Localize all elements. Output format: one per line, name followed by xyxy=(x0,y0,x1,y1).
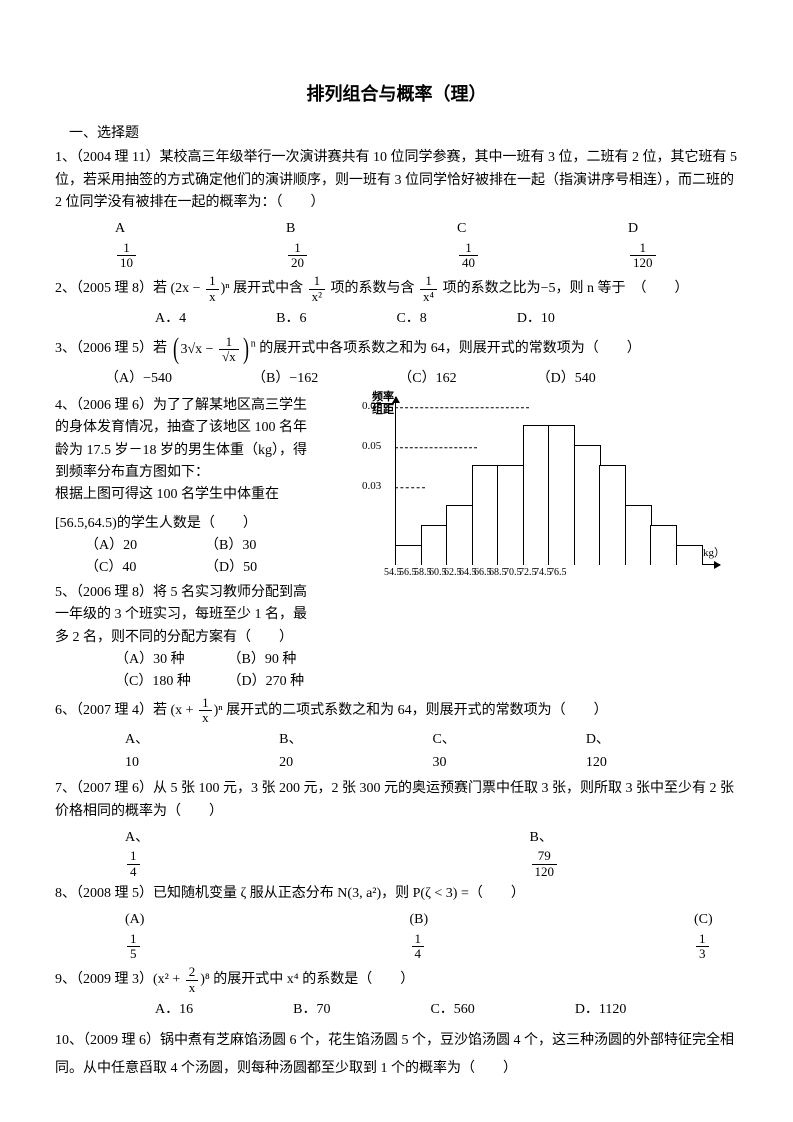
q5-opt-c: （C）180 种 xyxy=(115,671,228,693)
q7-options: A、14 B、79120 C、34 D、2324 xyxy=(55,827,738,879)
q3-opt-d: （D）540 xyxy=(537,368,596,390)
chart-bar xyxy=(395,545,422,565)
q6-pre: 6、（2007 理 4）若 (x + xyxy=(55,703,197,718)
q4-opt-c: （C）40 xyxy=(85,557,205,579)
chart-bar xyxy=(548,425,575,565)
chart-ytick: 0.03 xyxy=(362,478,381,496)
chart-ytick: 0.05 xyxy=(362,438,381,456)
q4-opt-d: （D）50 xyxy=(205,557,325,579)
q5-l2: 一年级的 3 个班实习，每班至少 1 名，最 xyxy=(55,604,340,626)
question-1: 1、（2004 理 11）某校高三年级举行一次演讲赛共有 10 位同学参赛，其中… xyxy=(55,147,738,270)
q3-opt-c: （C）162 xyxy=(398,368,456,390)
q7-text: 7、（2007 理 6）从 5 张 100 元，3 张 200 元，2 张 30… xyxy=(55,778,738,823)
question-6: 6、（2007 理 4）若 (x + 1x)ⁿ 展开式的二项式系数之和为 64，… xyxy=(55,696,738,774)
q4-l5: 根据上图可得这 100 名学生中体重在 xyxy=(55,484,340,506)
q3-opt-b: （B）−162 xyxy=(252,368,318,390)
chart-bar xyxy=(446,505,473,565)
chart-bar xyxy=(625,505,652,565)
q8-opt-b: (B) 14 xyxy=(410,909,605,961)
q9-opt-a: A．16 xyxy=(155,999,193,1021)
chart-xtick: 76.5 xyxy=(549,565,576,581)
chart-bar xyxy=(650,525,677,565)
q2-opt-d: D．10 xyxy=(517,308,555,330)
q9-opt-c: C．560 xyxy=(430,999,474,1021)
q4-options: （A）20（B）30 （C）40（D）50 xyxy=(55,535,340,580)
q1-opt-b: B 120 xyxy=(286,218,407,270)
q5-l1: 5、（2006 理 8）将 5 名实习教师分配到高 xyxy=(55,582,340,604)
q1-text: 1、（2004 理 11）某校高三年级举行一次演讲赛共有 10 位同学参赛，其中… xyxy=(55,147,738,214)
q1-opt-c: C 140 xyxy=(457,218,578,270)
q4-opt-b: （B）30 xyxy=(205,535,325,557)
q8-opt-a: (A) 15 xyxy=(125,909,320,961)
q9-post: )⁸ 的展开式中 x⁴ 的系数是（ ） xyxy=(200,972,414,987)
q4-opt-a: （A）20 xyxy=(85,535,205,557)
chart-ytick: 0.07 xyxy=(362,398,381,416)
question-8: 8、（2008 理 5）已知随机变量 ζ 服从正态分布 N(3, a²)，则 P… xyxy=(55,883,738,961)
q8-opt-c: (C) 13 xyxy=(694,909,793,961)
q6-opt-c: C、30 xyxy=(432,729,455,774)
q9-options: A．16 B．70 C．560 D．1120 xyxy=(55,999,738,1021)
question-2: 2、（2005 理 8）若 (2x − 1x)ⁿ 展开式中含 1x² 项的系数与… xyxy=(55,274,738,330)
histogram-chart: 频率 组距 体重（kg） 0.070.050.03 54.556.558.560… xyxy=(350,397,720,587)
q1-opt-d: D 1120 xyxy=(628,218,756,270)
question-3: 3、（2006 理 5）若 (3√x − 1√x)n 的展开式中各项系数之和为 … xyxy=(55,334,738,390)
chart-bar xyxy=(599,465,626,565)
q6-post: )ⁿ 展开式的二项式系数之和为 64，则展开式的常数项为（ ） xyxy=(214,703,608,718)
q9-pre: 9、（2009 理 3）(x² + xyxy=(55,972,184,987)
q9-opt-b: B．70 xyxy=(293,999,330,1021)
q3-pre: 3、（2006 理 5）若 xyxy=(55,342,167,357)
q4-l4: 到频率分布直方图如下： xyxy=(55,462,340,484)
q9-opt-d: D．1120 xyxy=(575,999,627,1021)
q6-opt-d: D、120 xyxy=(586,729,610,774)
q5-opt-d: （D）270 种 xyxy=(228,671,341,693)
q8-text: 8、（2008 理 5）已知随机变量 ζ 服从正态分布 N(3, a²)，则 P… xyxy=(55,883,738,905)
q2-opt-c: C．8 xyxy=(396,308,426,330)
q2-options: A．4 B．6 C．8 D．10 xyxy=(55,308,738,330)
q5-options: （A）30 种（B）90 种 （C）180 种（D）270 种 xyxy=(55,649,340,694)
question-5: 5、（2006 理 8）将 5 名实习教师分配到高 一年级的 3 个班实习，每班… xyxy=(55,582,340,694)
q6-options: A、10 B、20 C、30 D、120 xyxy=(55,729,738,774)
q8-options: (A) 15 (B) 14 (C) 13 (D) 12 xyxy=(55,909,738,961)
q5-opt-a: （A）30 种 xyxy=(115,649,228,671)
q4-range: [56.5,64.5)的学生人数是（ ） xyxy=(55,513,340,535)
q6-opt-b: B、20 xyxy=(279,729,302,774)
q1-opt-a: A 110 xyxy=(115,218,236,270)
q4-l2: 的身体发育情况，抽查了该地区 100 名年 xyxy=(55,417,340,439)
q3-opt-a: （A）−540 xyxy=(105,368,172,390)
q4-l3: 龄为 17.5 岁－18 岁的男生体重（kg），得 xyxy=(55,440,340,462)
q2-opt-a: A．4 xyxy=(155,308,186,330)
chart-bar xyxy=(497,465,524,565)
chart-bar xyxy=(574,445,601,565)
q6-opt-a: A、10 xyxy=(125,729,149,774)
section-heading: 一、选择题 xyxy=(55,123,738,145)
question-4: 4、（2006 理 6）为了了解某地区高三学生 的身体发育情况，抽查了该地区 1… xyxy=(55,395,340,580)
q2-pre: 2、（2005 理 8）若 (2x − xyxy=(55,281,204,296)
q7-opt-b: B、79120 xyxy=(530,827,793,879)
q5-l3: 多 2 名，则不同的分配方案有（ ） xyxy=(55,627,340,649)
chart-bar xyxy=(472,465,499,565)
q5-opt-b: （B）90 种 xyxy=(228,649,341,671)
q1-options: A 110 B 120 C 140 D 1120 xyxy=(55,218,738,270)
q4-l1: 4、（2006 理 6）为了了解某地区高三学生 xyxy=(55,395,340,417)
q10-text: 10、（2009 理 6）锅中煮有芝麻馅汤圆 6 个，花生馅汤圆 5 个，豆沙馅… xyxy=(55,1027,738,1083)
q3-options: （A）−540 （B）−162 （C）162 （D）540 xyxy=(55,368,738,390)
page-title: 排列组合与概率（理） xyxy=(55,80,738,109)
q7-opt-a: A、14 xyxy=(125,827,400,879)
q3-post: 的展开式中各项系数之和为 64，则展开式的常数项为（ ） xyxy=(259,342,641,357)
chart-xticks: 54.556.558.560.562.564.566.568.570.572.5… xyxy=(395,565,576,581)
q2-opt-b: B．6 xyxy=(276,308,306,330)
question-10: 10、（2009 理 6）锅中煮有芝麻馅汤圆 6 个，花生馅汤圆 5 个，豆沙馅… xyxy=(55,1027,738,1083)
chart-bar xyxy=(421,525,448,565)
chart-bars xyxy=(395,405,703,565)
chart-bar xyxy=(676,545,703,565)
chart-bar xyxy=(523,425,550,565)
question-7: 7、（2007 理 6）从 5 张 100 元，3 张 200 元，2 张 30… xyxy=(55,778,738,879)
question-9: 9、（2009 理 3）(x² + 2x)⁸ 的展开式中 x⁴ 的系数是（ ） … xyxy=(55,965,738,1021)
